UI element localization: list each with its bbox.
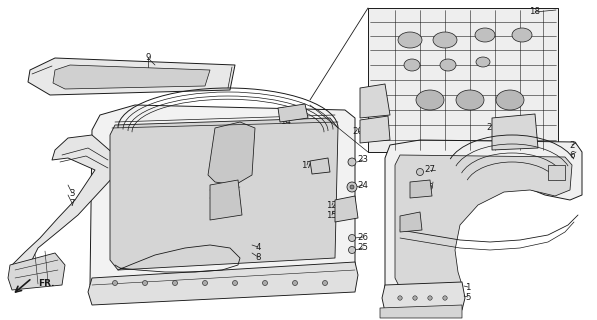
Circle shape bbox=[322, 281, 328, 285]
Circle shape bbox=[293, 281, 297, 285]
Text: 4: 4 bbox=[256, 243, 261, 252]
Polygon shape bbox=[492, 114, 538, 150]
Text: 8: 8 bbox=[256, 252, 261, 261]
Polygon shape bbox=[380, 305, 462, 318]
Polygon shape bbox=[210, 180, 242, 220]
Circle shape bbox=[263, 281, 267, 285]
Text: 2: 2 bbox=[570, 140, 575, 149]
Polygon shape bbox=[110, 118, 338, 270]
Polygon shape bbox=[208, 122, 255, 185]
Circle shape bbox=[143, 281, 147, 285]
Circle shape bbox=[443, 296, 447, 300]
Ellipse shape bbox=[433, 32, 457, 48]
Circle shape bbox=[417, 169, 423, 175]
Text: 18: 18 bbox=[530, 7, 540, 17]
Text: 14: 14 bbox=[281, 117, 291, 126]
Text: 12: 12 bbox=[327, 201, 337, 210]
Polygon shape bbox=[88, 262, 358, 305]
Polygon shape bbox=[278, 104, 308, 122]
Polygon shape bbox=[548, 165, 565, 180]
Text: 25: 25 bbox=[358, 244, 368, 252]
Circle shape bbox=[428, 296, 432, 300]
Text: 23: 23 bbox=[358, 156, 368, 164]
Text: 11: 11 bbox=[281, 108, 291, 116]
Text: 21: 21 bbox=[487, 124, 497, 132]
Ellipse shape bbox=[475, 28, 495, 42]
Polygon shape bbox=[8, 253, 65, 290]
Polygon shape bbox=[28, 58, 235, 95]
Circle shape bbox=[348, 158, 356, 166]
Circle shape bbox=[232, 281, 238, 285]
Text: 3: 3 bbox=[69, 188, 75, 197]
Ellipse shape bbox=[456, 90, 484, 110]
Ellipse shape bbox=[404, 59, 420, 71]
Polygon shape bbox=[382, 282, 465, 312]
Ellipse shape bbox=[398, 32, 422, 48]
Text: FR.: FR. bbox=[38, 278, 54, 287]
Polygon shape bbox=[368, 8, 558, 152]
Text: 26: 26 bbox=[358, 233, 368, 242]
Circle shape bbox=[413, 296, 417, 300]
Text: 24: 24 bbox=[358, 180, 368, 189]
Polygon shape bbox=[385, 140, 582, 300]
Text: 27: 27 bbox=[424, 165, 435, 174]
Polygon shape bbox=[400, 212, 422, 232]
Text: 9: 9 bbox=[145, 53, 150, 62]
Circle shape bbox=[112, 281, 118, 285]
Polygon shape bbox=[410, 180, 432, 198]
Circle shape bbox=[202, 281, 208, 285]
Text: 16: 16 bbox=[423, 183, 433, 193]
Ellipse shape bbox=[496, 90, 524, 110]
Circle shape bbox=[398, 296, 402, 300]
Circle shape bbox=[350, 185, 354, 189]
Circle shape bbox=[347, 182, 357, 192]
Ellipse shape bbox=[416, 90, 444, 110]
Polygon shape bbox=[310, 158, 330, 174]
Text: 22: 22 bbox=[410, 218, 420, 227]
Polygon shape bbox=[335, 196, 358, 222]
Circle shape bbox=[349, 235, 355, 242]
Text: 17: 17 bbox=[301, 161, 312, 170]
Circle shape bbox=[349, 246, 355, 253]
Polygon shape bbox=[360, 116, 390, 143]
Ellipse shape bbox=[476, 57, 490, 67]
Polygon shape bbox=[10, 135, 115, 278]
Text: 15: 15 bbox=[327, 211, 337, 220]
Text: 13: 13 bbox=[210, 197, 220, 206]
Text: 5: 5 bbox=[465, 292, 471, 301]
Text: 1: 1 bbox=[465, 283, 471, 292]
Polygon shape bbox=[53, 65, 210, 89]
Text: 20: 20 bbox=[352, 127, 364, 137]
Polygon shape bbox=[395, 155, 572, 288]
Ellipse shape bbox=[512, 28, 532, 42]
Circle shape bbox=[173, 281, 177, 285]
Polygon shape bbox=[360, 84, 390, 118]
Text: 6: 6 bbox=[570, 150, 575, 159]
Polygon shape bbox=[90, 105, 355, 295]
Text: 10: 10 bbox=[210, 188, 220, 196]
Ellipse shape bbox=[440, 59, 456, 71]
Text: 19: 19 bbox=[359, 93, 370, 102]
Text: 7: 7 bbox=[69, 198, 75, 207]
